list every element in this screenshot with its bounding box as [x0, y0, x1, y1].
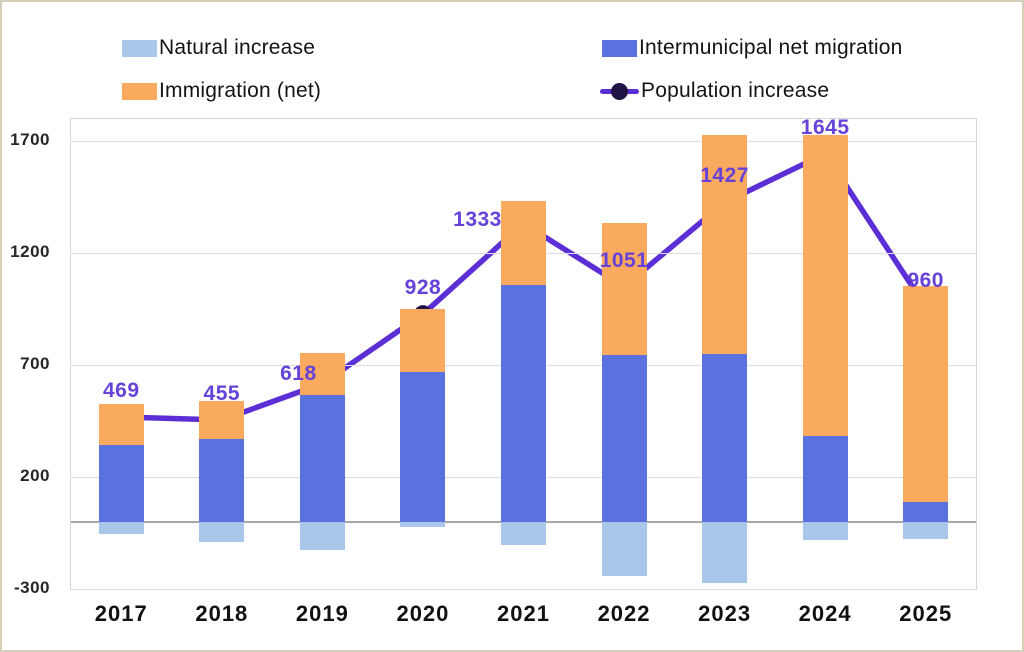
immigration-net-swatch-icon [122, 82, 157, 100]
bar-2023-immigration-net [702, 134, 748, 354]
bar-2020-intermunicipal-net-migration [400, 371, 446, 522]
bar-2025-natural-increase [903, 521, 949, 539]
data-label-2024: 1645 [800, 115, 850, 139]
x-tick-label-2025: 2025 [899, 601, 953, 626]
bar-2017-immigration-net [98, 404, 144, 445]
x-tick-label-2019: 2019 [295, 601, 349, 626]
data-label-2017: 469 [102, 378, 140, 402]
bar-2021-natural-increase [501, 521, 546, 546]
legend-label: Natural increase [159, 36, 316, 59]
bar-2020-natural-increase [400, 521, 446, 528]
data-label-2022: 1051 [599, 248, 649, 272]
x-tick-label-2022: 2022 [597, 601, 651, 626]
bar-2025-intermunicipal-net-migration [903, 501, 949, 522]
bar-2022-natural-increase [601, 521, 647, 576]
bar-2024-natural-increase [802, 521, 848, 540]
bar-2021-immigration-net [501, 200, 546, 285]
bar-2018-natural-increase [199, 521, 245, 542]
legend-item-intermunicipal-net-migration: Intermunicipal net migration [602, 35, 903, 61]
intermunicipal-net-migration-swatch-icon [602, 39, 637, 57]
legend-label: Intermunicipal net migration [639, 36, 903, 59]
legend-item-immigration-net: Immigration (net) [122, 78, 321, 104]
bar-2018-immigration-net [199, 401, 245, 440]
bar-2019-intermunicipal-net-migration [299, 395, 345, 522]
bar-2017-intermunicipal-net-migration [98, 444, 144, 522]
bar-2022-immigration-net [601, 223, 647, 356]
data-label-2023: 1427 [700, 164, 749, 188]
y-tick-label-1200: 1200 [10, 242, 50, 262]
natural-increase-swatch-icon [122, 39, 157, 57]
bar-2024-immigration-net [802, 134, 848, 436]
x-tick-label-2021: 2021 [497, 601, 550, 626]
bar-2024-intermunicipal-net-migration [802, 435, 848, 522]
data-label-2025: 960 [907, 269, 944, 292]
data-label-2019: 618 [280, 361, 317, 385]
bar-2020-immigration-net [400, 309, 446, 372]
legend-label: Immigration (net) [159, 79, 322, 102]
y-tick-label--300: -300 [13, 578, 50, 597]
y-tick-label-700: 700 [20, 354, 50, 374]
x-axis: 2017 2018 2019 2020 2021 2022 2023 2024 2025 [71, 601, 976, 635]
bar-2023-intermunicipal-net-migration [702, 354, 748, 522]
population-increase-line-dot-icon [600, 82, 639, 100]
x-tick-label-2024: 2024 [798, 601, 852, 626]
bar-2022-intermunicipal-net-migration [601, 355, 647, 522]
data-label-2020: 928 [404, 276, 442, 300]
x-tick-label-2018: 2018 [195, 601, 249, 626]
gridline-1700 [71, 141, 976, 143]
bar-2021-intermunicipal-net-migration [501, 284, 546, 522]
bar-2017-natural-increase [98, 521, 144, 535]
plot-area: 469 455 618 928 1333 1051 1427 1645 960 [70, 115, 977, 590]
gridline--300 [71, 589, 976, 590]
bar-2019-immigration-net [299, 352, 345, 396]
y-axis: 1700 1200 700 200 -300 [2, 118, 60, 597]
x-tick-label-2020: 2020 [396, 601, 450, 626]
legend-label: Population increase [641, 79, 830, 102]
data-label-2021: 1333 [453, 207, 502, 231]
bar-2023-natural-increase [702, 521, 748, 584]
bar-2019-natural-increase [299, 521, 345, 550]
data-label-2018: 455 [203, 382, 241, 406]
y-tick-label-1700: 1700 [10, 130, 50, 150]
legend-item-population-increase: Population increase [600, 78, 829, 104]
legend-item-natural-increase: Natural increase [122, 35, 315, 61]
x-tick-label-2017: 2017 [94, 601, 148, 626]
x-tick-label-2023: 2023 [698, 601, 752, 626]
bar-2025-immigration-net [903, 285, 949, 502]
y-tick-label-200: 200 [20, 466, 50, 486]
bar-2018-intermunicipal-net-migration [199, 439, 245, 522]
